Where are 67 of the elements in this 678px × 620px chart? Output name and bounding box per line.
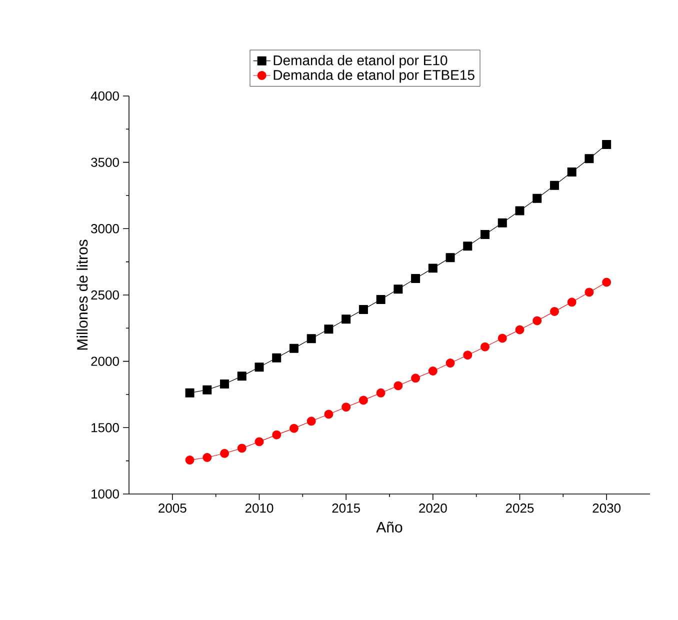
- x-tick-label: 2005: [158, 504, 186, 513]
- point: [272, 353, 282, 362]
- point: [342, 402, 351, 412]
- point: [463, 350, 472, 360]
- point: [394, 284, 403, 294]
- point: [550, 180, 559, 190]
- point: [272, 430, 282, 440]
- point: [237, 444, 246, 453]
- point: [428, 264, 438, 273]
- x-tick-label: 2015: [332, 504, 360, 513]
- y-tick-label: 1000: [92, 489, 119, 499]
- point: [394, 381, 403, 390]
- point: [532, 194, 542, 203]
- point: [602, 140, 612, 150]
- point: [376, 388, 386, 398]
- point: [550, 306, 559, 316]
- point: [532, 316, 542, 326]
- point: [342, 314, 351, 324]
- point: [289, 344, 298, 353]
- point: [498, 218, 507, 228]
- point: [446, 253, 455, 262]
- x-tick-label: 2030: [592, 504, 621, 513]
- y-tick-label: 1500: [92, 423, 119, 432]
- point: [324, 324, 334, 334]
- point: [376, 294, 386, 304]
- y-tick-label: 3000: [91, 224, 119, 234]
- point: [220, 380, 230, 389]
- x-axis-title: Año: [376, 522, 402, 532]
- point: [567, 168, 576, 177]
- x-tick-label: 2025: [506, 504, 534, 513]
- point: [463, 242, 472, 251]
- point: [428, 366, 438, 376]
- point: [515, 325, 524, 334]
- legend-label: Demanda de etanol por E10: [274, 55, 448, 68]
- point: [446, 358, 455, 368]
- point: [567, 298, 576, 307]
- point: [202, 453, 212, 462]
- y-tick-label: 3500: [91, 158, 119, 167]
- point: [324, 410, 334, 419]
- point: [411, 274, 420, 284]
- y-tick-label: 2000: [91, 356, 119, 366]
- y-tick-label: 4000: [90, 91, 119, 101]
- point: [185, 456, 194, 465]
- point: [584, 154, 594, 164]
- point: [358, 396, 368, 405]
- point: [202, 385, 212, 394]
- point: [289, 424, 298, 433]
- y-axis-title: Millones de litros: [76, 240, 88, 350]
- point: [185, 388, 194, 398]
- point: [358, 304, 368, 314]
- x-tick-label: 2020: [419, 504, 447, 513]
- point: [306, 416, 316, 426]
- x-tick-label: 2010: [245, 504, 274, 513]
- point: [480, 230, 490, 239]
- point: [306, 334, 316, 344]
- y-tick-label: 2500: [91, 290, 119, 300]
- point: [254, 437, 264, 446]
- point: [411, 374, 420, 383]
- point: [515, 206, 524, 216]
- point: [602, 278, 612, 287]
- point: [480, 342, 490, 352]
- point: [220, 448, 230, 458]
- point: [237, 372, 246, 381]
- point: [498, 334, 507, 343]
- point: [584, 288, 594, 297]
- point: [254, 362, 264, 372]
- legend-label: Demanda de etanol por ETBE15: [274, 70, 474, 83]
